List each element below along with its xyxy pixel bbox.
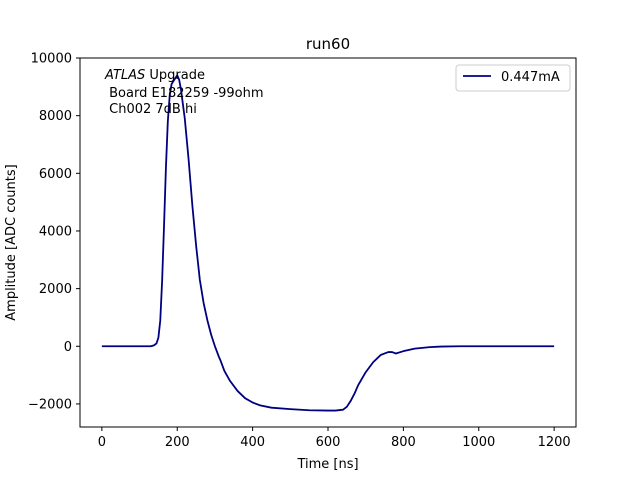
annotation-block: ATLAS Upgrade Board E182259 -99ohm Ch002…	[104, 68, 264, 117]
x-tick-label: 600	[316, 435, 341, 450]
y-axis: −2000 0 2000 4000 6000 8000 10000	[28, 52, 80, 412]
legend-label: 0.447mA	[501, 70, 560, 85]
annotation-line-1: ATLAS Upgrade	[104, 68, 205, 83]
y-tick-label: 6000	[39, 167, 72, 182]
y-tick-label: 2000	[39, 282, 72, 297]
annotation-line-2: Board E182259 -99ohm	[105, 86, 264, 101]
x-tick-label: 800	[391, 435, 416, 450]
annotation-atlas: ATLAS	[104, 68, 145, 83]
x-axis-label: Time [ns]	[296, 457, 358, 472]
x-tick-label: 400	[240, 435, 265, 450]
chart-title: run60	[306, 35, 350, 53]
y-tick-label: 8000	[39, 109, 72, 124]
y-tick-label: 10000	[31, 52, 72, 67]
x-tick-label: 1200	[538, 435, 571, 450]
y-tick-label: 0	[64, 340, 72, 355]
legend-box	[455, 64, 571, 92]
plot-area	[101, 74, 555, 412]
annotation-line-3: Ch002 7dB hi	[105, 102, 197, 117]
annotation-upgrade: Upgrade	[145, 68, 205, 83]
y-tick-label: 4000	[39, 224, 72, 239]
x-tick-label: 200	[165, 435, 190, 450]
legend: 0.447mA	[455, 64, 571, 92]
x-tick-label: 1000	[462, 435, 495, 450]
x-tick-label: 0	[98, 435, 106, 450]
x-axis: 0 200 400 600 800 1000 1200	[98, 427, 571, 450]
series-line-0	[101, 74, 555, 412]
y-tick-label: −2000	[28, 397, 72, 412]
y-axis-label: Amplitude [ADC counts]	[4, 164, 19, 320]
